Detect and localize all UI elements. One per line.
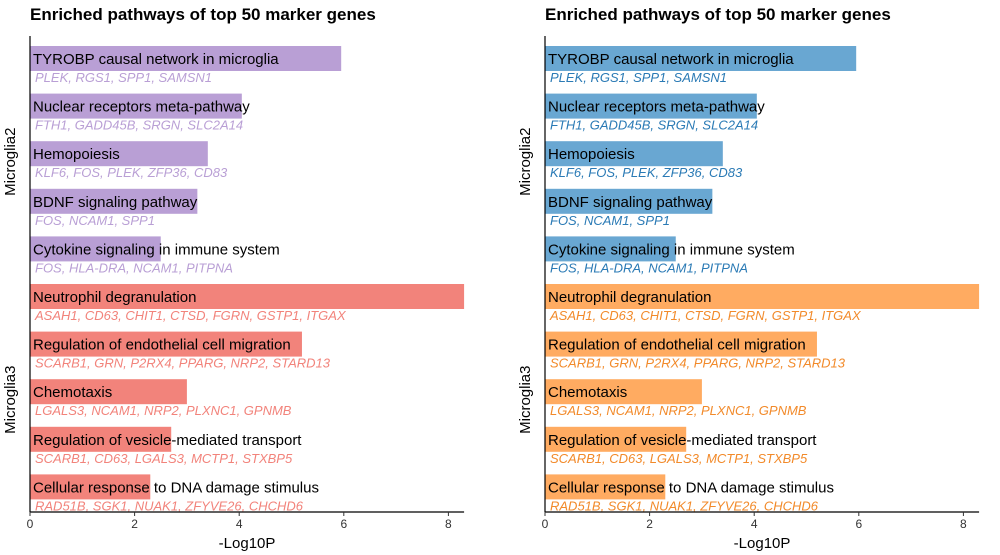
gene-list: FOS, HLA-DRA, NCAM1, PITPNA bbox=[35, 260, 233, 275]
bar-microglia2-2 bbox=[545, 141, 723, 167]
group-label-microglia2: Microglia2 bbox=[517, 128, 534, 196]
x-tick-label: 2 bbox=[646, 517, 653, 531]
bar-microglia3-3 bbox=[30, 426, 172, 452]
gene-list: SCARB1, CD63, LGALS3, MCTP1, STXBP5 bbox=[550, 451, 808, 466]
x-tick-label: 0 bbox=[542, 517, 549, 531]
pathway-label: Chemotaxis bbox=[548, 384, 627, 401]
bar-microglia3-0 bbox=[545, 284, 980, 309]
bar-microglia3-2 bbox=[30, 379, 187, 405]
pathway-label: Neutrophil degranulation bbox=[548, 289, 711, 306]
gene-list: FTH1, GADD45B, SRGN, SLC2A14 bbox=[35, 118, 243, 133]
pathway-label: Cellular response to DNA damage stimulus bbox=[33, 479, 319, 496]
x-tick-label: 6 bbox=[340, 517, 347, 531]
x-tick-label: 4 bbox=[236, 517, 243, 531]
bar-microglia2-0 bbox=[545, 46, 857, 71]
group-label-microglia3: Microglia3 bbox=[2, 366, 19, 434]
pathway-label: TYROBP causal network in microglia bbox=[548, 51, 794, 68]
pathway-label: Regulation of vesicle-mediated transport bbox=[548, 432, 817, 449]
gene-list: ASAH1, CD63, CHIT1, CTSD, FGRN, GSTP1, I… bbox=[549, 308, 862, 323]
x-tick-label: 8 bbox=[445, 517, 452, 531]
chart-title: Enriched pathways of top 50 marker genes bbox=[30, 5, 376, 24]
x-tick-label: 8 bbox=[960, 517, 967, 531]
bar-microglia3-3 bbox=[545, 426, 687, 452]
x-tick-label: 0 bbox=[27, 517, 34, 531]
pathway-label: TYROBP causal network in microglia bbox=[33, 51, 279, 68]
x-tick-label: 2 bbox=[131, 517, 138, 531]
chart-title: Enriched pathways of top 50 marker genes bbox=[545, 5, 891, 24]
gene-list: FOS, HLA-DRA, NCAM1, PITPNA bbox=[550, 260, 748, 275]
gene-list: FOS, NCAM1, SPP1 bbox=[35, 213, 155, 228]
bar-microglia2-3 bbox=[545, 188, 713, 214]
bar-microglia2-1 bbox=[545, 93, 757, 119]
pathway-label: Cytokine signaling in immune system bbox=[548, 241, 795, 258]
gene-list: ASAH1, CD63, CHIT1, CTSD, FGRN, GSTP1, I… bbox=[34, 308, 347, 323]
pathway-label: Hemopoiesis bbox=[33, 146, 120, 163]
x-tick-label: 4 bbox=[751, 517, 758, 531]
bar-microglia3-4 bbox=[30, 474, 151, 500]
group-label-microglia3: Microglia3 bbox=[517, 366, 534, 434]
bar-microglia2-1 bbox=[30, 93, 242, 119]
pathway-label: Regulation of vesicle-mediated transport bbox=[33, 432, 302, 449]
x-axis-label: -Log10P bbox=[219, 535, 276, 552]
gene-list: PLEK, RGS1, SPP1, SAMSN1 bbox=[550, 70, 727, 85]
pathway-label: BDNF signaling pathway bbox=[548, 194, 713, 211]
bar-microglia2-4 bbox=[545, 236, 676, 262]
pathway-label: Cytokine signaling in immune system bbox=[33, 241, 280, 258]
gene-list: SCARB1, CD63, LGALS3, MCTP1, STXBP5 bbox=[35, 451, 293, 466]
bar-microglia3-0 bbox=[30, 284, 465, 309]
pathway-label: Regulation of endothelial cell migration bbox=[33, 337, 291, 354]
gene-list: FTH1, GADD45B, SRGN, SLC2A14 bbox=[550, 118, 758, 133]
bar-microglia3-4 bbox=[545, 474, 666, 500]
bar-microglia3-2 bbox=[545, 379, 702, 405]
bar-microglia3-1 bbox=[30, 331, 302, 357]
gene-list: FOS, NCAM1, SPP1 bbox=[550, 213, 670, 228]
gene-list: RAD51B, SGK1, NUAK1, ZFYVE26, CHCHD6 bbox=[550, 498, 819, 513]
x-tick-label: 6 bbox=[855, 517, 862, 531]
group-label-microglia2: Microglia2 bbox=[2, 128, 19, 196]
gene-list: KLF6, FOS, PLEK, ZFP36, CD83 bbox=[35, 165, 228, 180]
pathway-label: Cellular response to DNA damage stimulus bbox=[548, 479, 834, 496]
pathway-label: Nuclear receptors meta-pathway bbox=[548, 99, 765, 116]
pathway-label: Hemopoiesis bbox=[548, 146, 635, 163]
pathway-label: Neutrophil degranulation bbox=[33, 289, 196, 306]
pathway-label: Chemotaxis bbox=[33, 384, 112, 401]
gene-list: LGALS3, NCAM1, NRP2, PLXNC1, GPNMB bbox=[550, 403, 807, 418]
bar-microglia2-0 bbox=[30, 46, 342, 71]
gene-list: KLF6, FOS, PLEK, ZFP36, CD83 bbox=[550, 165, 743, 180]
pathway-label: Nuclear receptors meta-pathway bbox=[33, 99, 250, 116]
x-axis-label: -Log10P bbox=[734, 535, 791, 552]
gene-list: SCARB1, GRN, P2RX4, PPARG, NRP2, STARD13 bbox=[550, 356, 846, 371]
bar-microglia2-4 bbox=[30, 236, 161, 262]
gene-list: LGALS3, NCAM1, NRP2, PLXNC1, GPNMB bbox=[35, 403, 292, 418]
gene-list: PLEK, RGS1, SPP1, SAMSN1 bbox=[35, 70, 212, 85]
pathway-label: BDNF signaling pathway bbox=[33, 194, 198, 211]
bar-microglia2-3 bbox=[30, 188, 198, 214]
gene-list: RAD51B, SGK1, NUAK1, ZFYVE26, CHCHD6 bbox=[35, 498, 304, 513]
bar-microglia2-2 bbox=[30, 141, 208, 167]
gene-list: SCARB1, GRN, P2RX4, PPARG, NRP2, STARD13 bbox=[35, 356, 331, 371]
bar-microglia3-1 bbox=[545, 331, 817, 357]
pathway-label: Regulation of endothelial cell migration bbox=[548, 337, 806, 354]
